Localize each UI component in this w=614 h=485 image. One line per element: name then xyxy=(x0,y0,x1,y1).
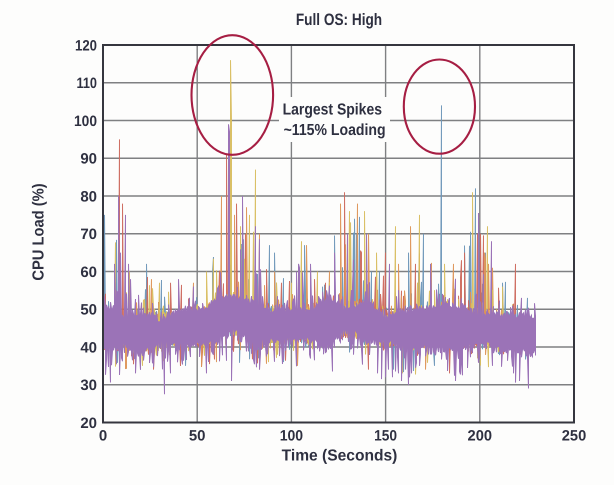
svg-text:80: 80 xyxy=(80,188,97,205)
svg-text:50: 50 xyxy=(80,302,97,319)
svg-text:Largest Spikes: Largest Spikes xyxy=(283,102,382,119)
svg-text:20: 20 xyxy=(80,415,97,432)
svg-text:0: 0 xyxy=(99,427,107,444)
svg-text:250: 250 xyxy=(562,427,587,444)
svg-text:200: 200 xyxy=(468,427,493,444)
svg-text:~115% Loading: ~115% Loading xyxy=(284,122,386,139)
svg-text:110: 110 xyxy=(77,75,98,92)
svg-text:30: 30 xyxy=(80,377,97,394)
svg-text:120: 120 xyxy=(75,37,97,54)
svg-text:50: 50 xyxy=(189,427,206,444)
svg-text:Time (Seconds): Time (Seconds) xyxy=(282,448,398,465)
svg-text:40: 40 xyxy=(80,339,97,356)
svg-text:100: 100 xyxy=(280,427,303,444)
svg-text:70: 70 xyxy=(80,226,97,243)
svg-text:150: 150 xyxy=(374,427,397,444)
svg-text:Full OS: High: Full OS: High xyxy=(296,11,382,29)
svg-text:100: 100 xyxy=(74,113,97,130)
svg-text:90: 90 xyxy=(80,151,97,168)
svg-text:CPU Load (%): CPU Load (%) xyxy=(31,183,48,280)
svg-text:60: 60 xyxy=(80,264,97,281)
